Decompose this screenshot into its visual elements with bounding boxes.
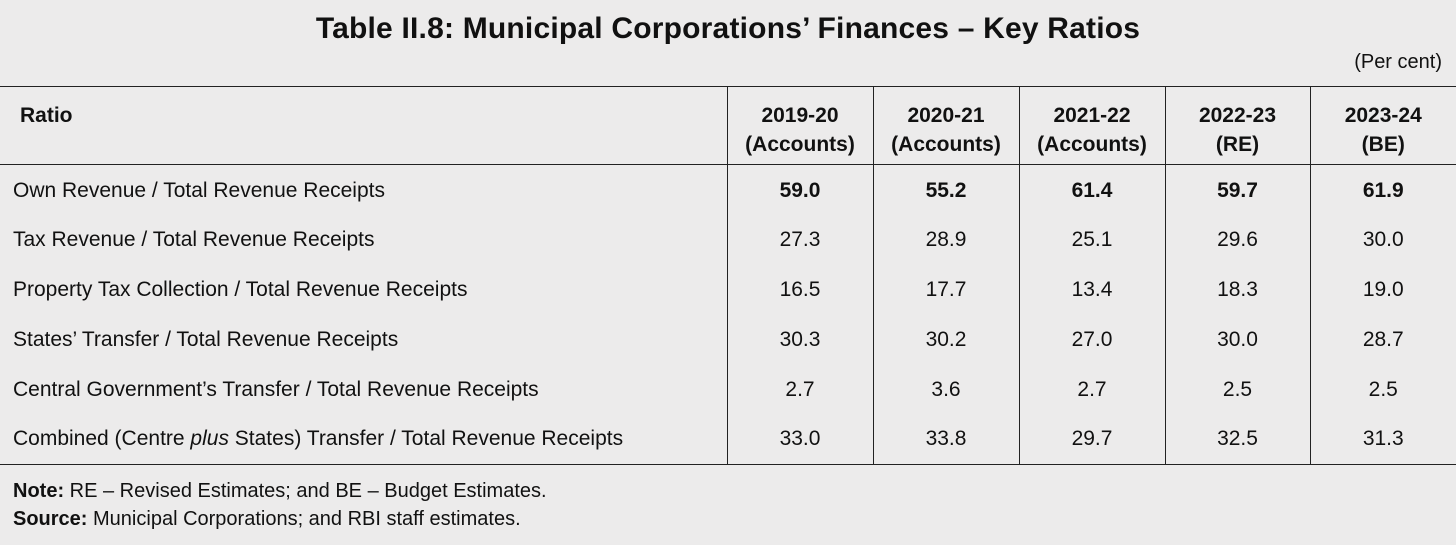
column-year: 2022-23 bbox=[1198, 104, 1277, 127]
column-header-ratio: Ratio bbox=[0, 86, 727, 165]
row-label-text: States’ Transfer / Total Revenue Receipt… bbox=[13, 327, 399, 351]
source-line: Source: Municipal Corporations; and RBI … bbox=[13, 505, 547, 533]
cell-value: 28.7 bbox=[1309, 314, 1456, 365]
cell-value: 13.4 bbox=[1018, 264, 1165, 315]
column-basis: (BE) bbox=[1361, 133, 1405, 156]
column-basis: (Accounts) bbox=[891, 133, 1001, 156]
row-label: Own Revenue / Total Revenue Receipts bbox=[0, 165, 727, 215]
cell-value: 18.3 bbox=[1164, 264, 1310, 315]
cell-value: 59.0 bbox=[726, 164, 873, 215]
cell-value: 33.0 bbox=[726, 414, 873, 465]
note-text: RE – Revised Estimates; and BE – Budget … bbox=[64, 480, 547, 502]
note-line: Note: RE – Revised Estimates; and BE – B… bbox=[13, 477, 547, 505]
cell-value: 3.6 bbox=[872, 364, 1019, 415]
table-row: Combined (Centre plus States) Transfer /… bbox=[0, 414, 1456, 465]
cell-value: 2.5 bbox=[1309, 364, 1456, 415]
cell-value: 61.9 bbox=[1309, 164, 1456, 215]
cell-value: 27.0 bbox=[1018, 314, 1165, 365]
table-header-row: Ratio 2019-20 (Accounts) 2020-21 (Accounts… bbox=[0, 86, 1456, 165]
cell-value: 25.1 bbox=[1018, 214, 1165, 265]
cell-value: 27.3 bbox=[726, 214, 873, 265]
ratios-table: Ratio 2019-20 (Accounts) 2020-21 (Accounts… bbox=[0, 86, 1456, 465]
source-label: Source: bbox=[13, 508, 88, 530]
row-label-text: Own Revenue / Total Revenue Receipts bbox=[13, 178, 385, 202]
row-label: Property Tax Collection / Total Revenue … bbox=[0, 265, 727, 315]
table-row: Tax Revenue / Total Revenue Receipts 27.… bbox=[0, 214, 1456, 265]
note-label: Note: bbox=[13, 480, 65, 502]
row-label: Central Government’s Transfer / Total Re… bbox=[0, 365, 727, 415]
cell-value: 30.3 bbox=[726, 314, 873, 365]
cell-value: 30.0 bbox=[1164, 314, 1310, 365]
row-label-text: Combined (Centre bbox=[13, 427, 191, 451]
row-label: States’ Transfer / Total Revenue Receipt… bbox=[0, 315, 727, 365]
column-header-2019-20: 2019-20 (Accounts) bbox=[726, 86, 873, 165]
row-label-emphasis: plus bbox=[190, 427, 229, 451]
table-row: Property Tax Collection / Total Revenue … bbox=[0, 264, 1456, 315]
cell-value: 2.7 bbox=[726, 364, 873, 415]
cell-value: 28.9 bbox=[872, 214, 1019, 265]
cell-value: 19.0 bbox=[1309, 264, 1456, 315]
cell-value: 29.7 bbox=[1018, 414, 1165, 465]
row-label: Tax Revenue / Total Revenue Receipts bbox=[0, 215, 727, 265]
source-text: Municipal Corporations; and RBI staff es… bbox=[87, 508, 521, 530]
cell-value: 30.0 bbox=[1309, 214, 1456, 265]
row-label-text: Property Tax Collection / Total Revenue … bbox=[13, 277, 468, 301]
cell-value: 17.7 bbox=[872, 264, 1019, 315]
row-label-text: Tax Revenue / Total Revenue Receipts bbox=[13, 227, 375, 251]
column-header-2021-22: 2021-22 (Accounts) bbox=[1018, 86, 1165, 165]
cell-value: 31.3 bbox=[1309, 414, 1456, 465]
unit-label: (Per cent) bbox=[1354, 51, 1442, 73]
cell-value: 2.5 bbox=[1164, 364, 1310, 415]
column-header-2022-23: 2022-23 (RE) bbox=[1164, 86, 1310, 165]
cell-value: 32.5 bbox=[1164, 414, 1310, 465]
table-row: States’ Transfer / Total Revenue Receipt… bbox=[0, 314, 1456, 365]
column-basis: (Accounts) bbox=[1037, 133, 1147, 156]
table-row: Central Government’s Transfer / Total Re… bbox=[0, 364, 1456, 415]
cell-value: 30.2 bbox=[872, 314, 1019, 365]
column-header-2023-24: 2023-24 (BE) bbox=[1309, 86, 1456, 165]
table-notes: Note: RE – Revised Estimates; and BE – B… bbox=[13, 477, 547, 533]
column-header-2020-21: 2020-21 (Accounts) bbox=[872, 86, 1019, 165]
column-year: 2021-22 bbox=[1053, 104, 1131, 127]
table-row: Own Revenue / Total Revenue Receipts 59.… bbox=[0, 164, 1456, 215]
cell-value: 55.2 bbox=[872, 164, 1019, 215]
row-label-text-tail: States) Transfer / Total Revenue Receipt… bbox=[228, 427, 624, 451]
column-year: 2020-21 bbox=[907, 104, 985, 127]
cell-value: 59.7 bbox=[1164, 164, 1310, 215]
cell-value: 2.7 bbox=[1018, 364, 1165, 415]
column-basis: (Accounts) bbox=[745, 133, 855, 156]
row-label: Combined (Centre plus States) Transfer /… bbox=[0, 414, 727, 465]
column-year: 2019-20 bbox=[761, 104, 839, 127]
row-label-text: Central Government’s Transfer / Total Re… bbox=[13, 377, 539, 401]
cell-value: 16.5 bbox=[726, 264, 873, 315]
column-basis: (RE) bbox=[1215, 133, 1260, 156]
cell-value: 33.8 bbox=[872, 414, 1019, 465]
table-title: Table II.8: Municipal Corporations’ Fina… bbox=[315, 12, 1141, 45]
cell-value: 61.4 bbox=[1018, 164, 1165, 215]
cell-value: 29.6 bbox=[1164, 214, 1310, 265]
column-year: 2023-24 bbox=[1344, 104, 1422, 127]
